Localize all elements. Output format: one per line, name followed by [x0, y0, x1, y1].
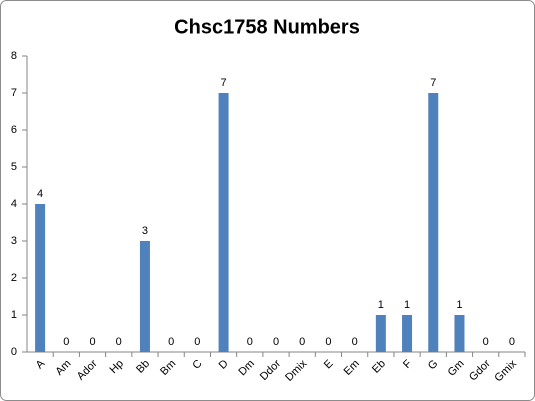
- bar: [454, 315, 465, 352]
- data-label: 1: [378, 299, 384, 311]
- data-label: 0: [89, 336, 95, 348]
- data-label: 0: [509, 336, 515, 348]
- y-tick-label: 4: [11, 198, 17, 210]
- chart-title: Chsc1758 Numbers: [174, 16, 360, 38]
- data-label: 1: [456, 299, 462, 311]
- data-label: 0: [247, 336, 253, 348]
- y-tick-label: 7: [11, 87, 17, 99]
- data-label: 0: [168, 336, 174, 348]
- data-label: 0: [325, 336, 331, 348]
- y-tick-label: 3: [11, 235, 17, 247]
- data-label: 0: [194, 336, 200, 348]
- data-label: 0: [116, 336, 122, 348]
- data-label: 7: [221, 77, 227, 89]
- data-label: 0: [352, 336, 358, 348]
- y-tick-label: 0: [11, 346, 17, 358]
- bar: [218, 93, 229, 352]
- data-label: 4: [37, 188, 43, 200]
- y-tick-label: 5: [11, 161, 17, 173]
- y-tick-label: 6: [11, 124, 17, 136]
- data-label: 7: [430, 77, 436, 89]
- bar: [139, 241, 150, 352]
- y-tick-label: 2: [11, 272, 17, 284]
- bar: [428, 93, 439, 352]
- y-tick-label: 1: [11, 309, 17, 321]
- data-label: 0: [483, 336, 489, 348]
- bar: [402, 315, 413, 352]
- data-label: 0: [63, 336, 69, 348]
- bar: [375, 315, 386, 352]
- data-label: 3: [142, 225, 148, 237]
- data-label: 0: [273, 336, 279, 348]
- data-label: 0: [299, 336, 305, 348]
- bar: [35, 204, 46, 352]
- y-tick-label: 8: [11, 50, 17, 62]
- data-label: 1: [404, 299, 410, 311]
